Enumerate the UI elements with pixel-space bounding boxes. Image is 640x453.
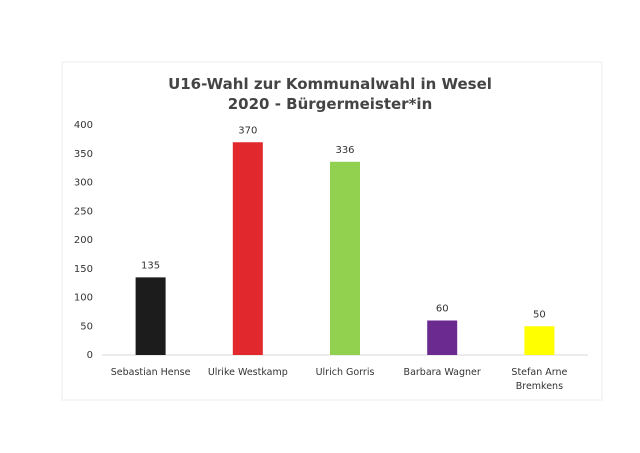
y-tick-label: 100	[74, 293, 93, 304]
data-label: 370	[238, 125, 257, 136]
x-tick-label: Barbara Wagner	[403, 367, 481, 378]
chart-title: U16-Wahl zur Kommunalwahl in Wesel 2020 …	[168, 75, 492, 113]
x-tick-label: Sebastian Hense	[110, 367, 191, 378]
data-label: 336	[335, 145, 354, 156]
y-tick-label: 400	[74, 120, 93, 131]
x-tick-label: Stefan Arne Bremkens	[511, 367, 568, 392]
data-label: 50	[533, 309, 546, 320]
y-tick-label: 50	[80, 321, 93, 332]
x-tick-label: Ulrike Westkamp	[207, 367, 288, 378]
data-label: 135	[141, 260, 160, 271]
y-tick-label: 300	[74, 178, 93, 189]
y-tick-label: 250	[74, 206, 93, 217]
bar	[524, 326, 555, 355]
y-tick-label: 150	[74, 264, 93, 275]
y-tick-label: 200	[74, 235, 93, 246]
bar	[427, 320, 458, 355]
data-label: 60	[436, 304, 449, 315]
bar	[135, 277, 166, 355]
x-tick-label: Ulrich Gorris	[315, 367, 375, 378]
y-tick-label: 350	[74, 149, 93, 160]
bar	[232, 142, 263, 355]
y-tick-label: 0	[87, 350, 93, 361]
chart-frame	[61, 61, 603, 401]
bar	[330, 161, 360, 355]
